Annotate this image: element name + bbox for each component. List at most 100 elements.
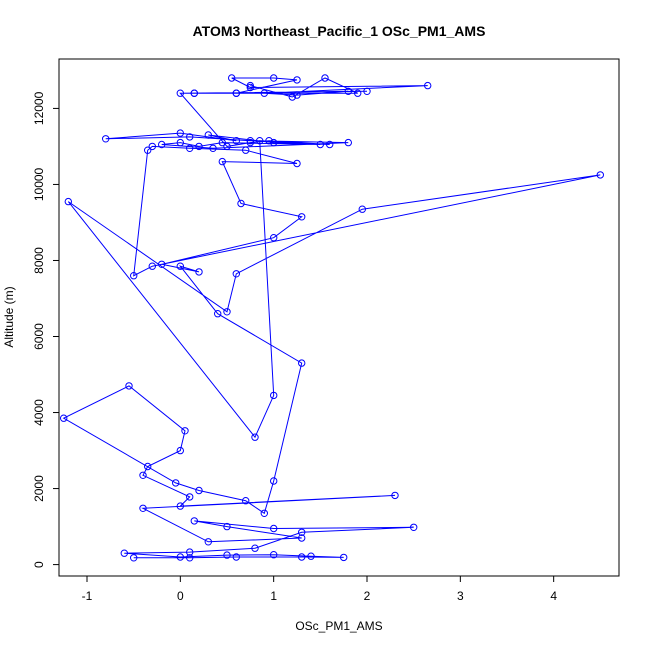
data-point — [158, 140, 166, 149]
data-point — [260, 509, 268, 517]
data-point — [181, 427, 189, 435]
y-tick-label: 0 — [32, 561, 46, 568]
plot-frame — [58, 58, 620, 577]
data-point — [186, 493, 194, 501]
data-point — [316, 140, 324, 149]
data-point — [246, 137, 255, 145]
x-tick-label: 2 — [364, 589, 371, 603]
y-tick-label: 2000 — [32, 475, 46, 502]
data-point — [176, 129, 185, 137]
data-point — [186, 144, 194, 153]
data-point — [218, 157, 227, 166]
y-tick-label: 4000 — [32, 399, 46, 426]
data-point — [265, 137, 273, 145]
data-point — [195, 486, 203, 495]
x-axis: -1 0 1 2 3 4 — [82, 576, 557, 603]
data-point — [596, 171, 604, 179]
data-point — [148, 262, 157, 270]
data-point — [214, 310, 222, 318]
data-point — [232, 89, 241, 97]
data-point — [232, 553, 241, 561]
data-point — [293, 76, 301, 84]
data-point — [228, 74, 236, 82]
data-point — [176, 553, 185, 561]
data-point — [190, 517, 199, 525]
data-point — [298, 534, 306, 542]
data-point — [293, 159, 301, 168]
data-point — [344, 138, 352, 147]
data-point — [176, 446, 185, 455]
data-point — [186, 133, 194, 141]
data-point — [204, 538, 213, 546]
data-point — [354, 89, 362, 97]
data-point — [270, 391, 278, 400]
y-tick-label: 10000 — [32, 167, 46, 201]
data-point — [176, 502, 185, 510]
data-point — [64, 197, 73, 206]
data-point — [232, 137, 241, 145]
data-point — [251, 544, 259, 552]
data-point — [209, 144, 217, 153]
data-point — [204, 131, 213, 139]
y-tick-label: 6000 — [32, 323, 46, 350]
data-point — [195, 268, 203, 276]
data-point — [223, 551, 231, 559]
data-point — [340, 553, 348, 562]
data-point — [424, 81, 432, 90]
data-point — [270, 551, 278, 559]
data-point — [223, 142, 231, 151]
x-tick-label: 3 — [457, 589, 464, 603]
data-point — [158, 260, 166, 268]
data-point — [218, 138, 227, 147]
data-point — [130, 272, 138, 280]
data-point — [144, 146, 152, 154]
data-point — [60, 414, 68, 422]
data-point — [139, 471, 147, 479]
y-tick-label: 8000 — [32, 247, 46, 274]
data-point — [344, 87, 352, 96]
data-point — [270, 524, 278, 533]
x-tick-label: -1 — [82, 589, 93, 603]
data-point — [186, 554, 194, 562]
data-point — [176, 262, 185, 270]
data-point — [176, 89, 185, 97]
data-point — [270, 138, 278, 147]
data-point — [298, 553, 306, 561]
data-point — [242, 146, 250, 154]
data-point — [298, 213, 306, 221]
data-point — [223, 308, 231, 316]
data-point — [363, 87, 371, 96]
x-axis-label: OSc_PM1_AMS — [295, 619, 382, 633]
data-point — [298, 528, 306, 536]
data-point — [190, 89, 199, 97]
data-point — [144, 462, 152, 471]
data-point — [125, 382, 133, 390]
data-point — [148, 142, 157, 151]
y-axis-label: Altitude (m) — [2, 286, 16, 347]
data-point — [237, 199, 245, 208]
data-point — [232, 270, 241, 278]
data-point — [270, 74, 278, 82]
data-point — [270, 234, 278, 242]
data-point — [186, 548, 194, 556]
data-point — [246, 138, 255, 147]
data-point — [120, 549, 129, 557]
y-tick-label: 12000 — [32, 91, 46, 125]
data-point — [321, 74, 329, 82]
y-axis: 0 2000 4000 6000 8000 10000 12000 — [32, 91, 59, 568]
x-tick-label: 4 — [550, 589, 557, 603]
data-point — [251, 433, 259, 441]
data-point — [172, 479, 180, 487]
data-point — [270, 477, 278, 485]
data-point — [293, 91, 301, 99]
data-point — [358, 205, 366, 213]
data-point — [130, 554, 138, 562]
x-tick-label: 1 — [270, 589, 277, 603]
data-point — [391, 491, 399, 500]
chart-title: ATOM3 Northeast_Pacific_1 OSc_PM1_AMS — [193, 23, 486, 39]
data-point — [176, 138, 185, 147]
data-point — [246, 83, 255, 92]
data-point — [246, 81, 255, 90]
x-tick-label: 0 — [177, 589, 184, 603]
